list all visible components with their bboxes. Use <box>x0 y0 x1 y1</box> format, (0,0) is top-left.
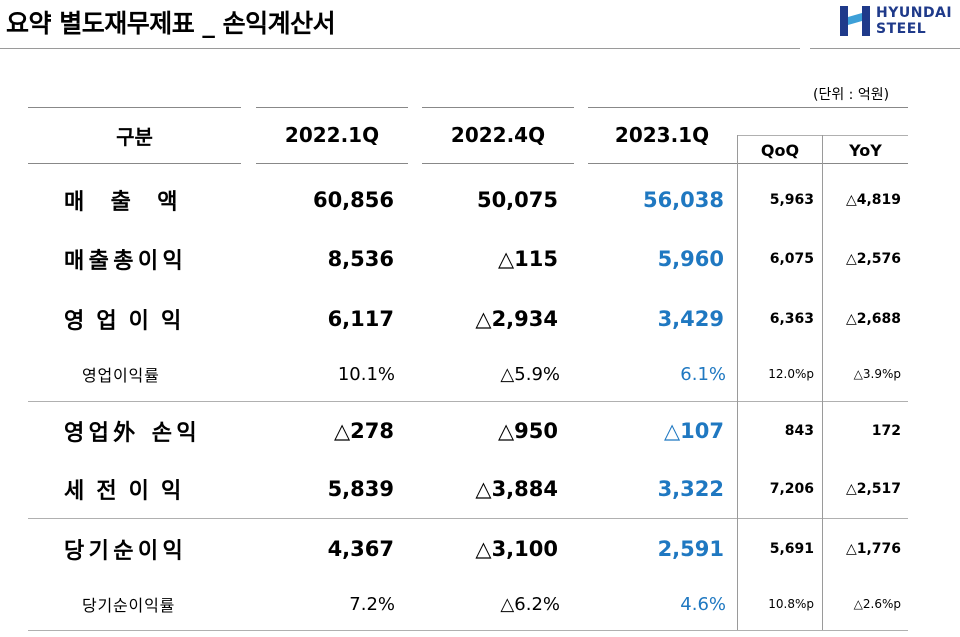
cell-2023-1q: 3,429 <box>657 307 724 331</box>
cell-2023-1q: 56,038 <box>642 188 724 212</box>
cell-yoy: △3.9%p <box>853 367 901 381</box>
header-bottom-rule <box>588 163 908 164</box>
cell-2022-4q: △950 <box>498 419 558 443</box>
cell-2022-4q: △115 <box>498 247 558 271</box>
cell-yoy: △1,776 <box>845 541 901 557</box>
col-header-2023-1q: 2023.1Q <box>614 123 710 147</box>
cell-qoq: 5,963 <box>769 192 814 208</box>
cell-2023-1q: 3,322 <box>657 477 724 501</box>
section-divider <box>28 518 908 519</box>
cell-yoy: △2,688 <box>845 311 901 327</box>
row-label-operating-margin: 영업이익률 <box>82 366 160 385</box>
row-label-operating-profit: 영업이익 <box>64 309 194 334</box>
cell-2022-4q: △5.9% <box>500 363 560 385</box>
cell-2022-4q: △6.2% <box>500 593 560 615</box>
cell-2022-4q: △3,884 <box>475 477 558 501</box>
cell-2022-1q: 4,367 <box>327 537 394 561</box>
cell-2023-1q: 4.6% <box>680 593 726 615</box>
logo-text-hyundai: HYUNDAI <box>876 5 953 21</box>
column-divider <box>737 135 738 630</box>
cell-yoy: △4,819 <box>845 192 901 208</box>
row-label-pretax-income: 세전이익 <box>64 479 194 504</box>
cell-2022-1q: 60,856 <box>312 188 394 212</box>
unit-label: (단위 : 억원) <box>813 87 890 103</box>
row-label-net-income: 당기순이익 <box>64 539 188 564</box>
cell-2022-4q: △2,934 <box>475 307 558 331</box>
cell-yoy: 172 <box>871 423 901 439</box>
header-top-rule <box>422 107 574 108</box>
row-label-net-margin: 당기순이익률 <box>82 596 176 615</box>
header-bottom-rule <box>28 163 241 164</box>
row-label-non-operating: 영업外 손익 <box>64 421 202 446</box>
cell-2023-1q: 2,591 <box>657 537 724 561</box>
cell-yoy: △2,576 <box>845 251 901 267</box>
cell-qoq: 12.0%p <box>768 367 814 381</box>
cell-qoq: 5,691 <box>769 541 814 557</box>
cell-qoq: 843 <box>784 423 814 439</box>
cell-yoy: △2,517 <box>845 481 901 497</box>
col-header-qoq: QoQ <box>760 140 800 160</box>
column-divider <box>822 135 823 630</box>
header-top-rule <box>28 107 241 108</box>
cell-2022-1q: 7.2% <box>349 593 395 615</box>
logo-text-steel: STEEL <box>876 21 927 37</box>
row-label-revenue: 매출액 <box>64 190 204 215</box>
col-header-2022-4q: 2022.4Q <box>450 123 546 147</box>
header-top-rule <box>256 107 408 108</box>
cell-2023-1q: △107 <box>664 419 724 443</box>
row-label-gross-profit: 매출총이익 <box>64 249 188 274</box>
col-header-yoy: YoY <box>849 140 882 160</box>
header-bottom-rule <box>256 163 408 164</box>
cell-2023-1q: 5,960 <box>657 247 724 271</box>
section-divider <box>28 401 908 402</box>
cell-2022-4q: 50,075 <box>476 188 558 212</box>
cell-qoq: 10.8%p <box>768 597 814 611</box>
hyundai-steel-logo: HYUNDAI STEEL <box>838 4 958 38</box>
cell-qoq: 7,206 <box>769 481 814 497</box>
cell-yoy: △2.6%p <box>853 597 901 611</box>
cell-2022-4q: △3,100 <box>475 537 558 561</box>
cell-2022-1q: 5,839 <box>327 477 394 501</box>
cell-2022-1q: △278 <box>334 419 394 443</box>
hyundai-h-icon <box>840 6 870 36</box>
header-bottom-rule <box>422 163 574 164</box>
cell-2022-1q: 10.1% <box>337 363 395 385</box>
col-header-2022-1q: 2022.1Q <box>284 123 380 147</box>
title-divider-right <box>810 48 960 49</box>
col-header-category: 구분 <box>116 124 153 149</box>
title-divider <box>0 48 800 49</box>
cell-2022-1q: 6,117 <box>327 307 394 331</box>
cell-qoq: 6,075 <box>769 251 814 267</box>
cell-2023-1q: 6.1% <box>680 363 726 385</box>
cell-2022-1q: 8,536 <box>327 247 394 271</box>
cell-qoq: 6,363 <box>769 311 814 327</box>
page-title: 요약 별도재무제표 _ 손익계산서 <box>6 9 336 38</box>
table-bottom-rule <box>28 630 908 631</box>
header-top-rule <box>588 107 908 108</box>
